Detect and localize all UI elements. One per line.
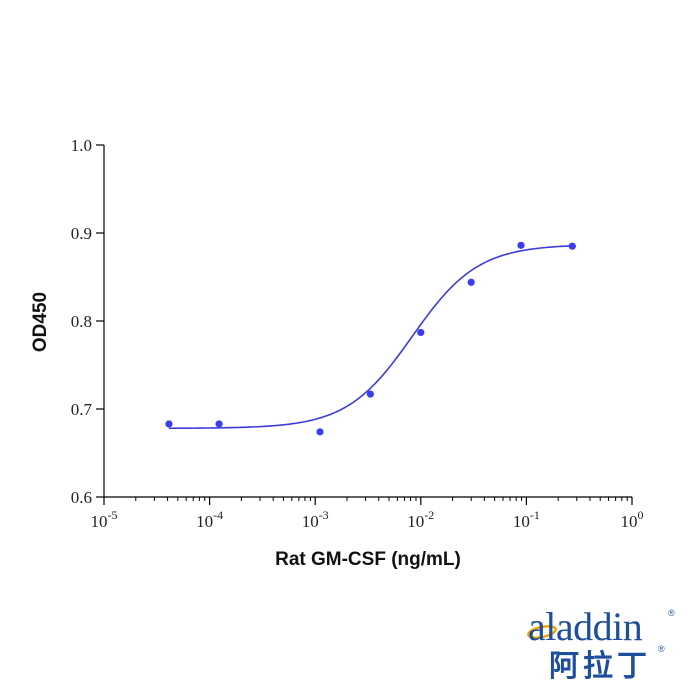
data-point [467,278,475,286]
logo-chinese-name: 阿拉丁 [549,649,651,684]
fit-curve [168,245,573,430]
x-tick-label: 10-3 [302,508,329,531]
data-point [417,328,425,337]
logo-accent-swoosh [527,625,557,639]
x-axis-title: Rat GM-CSF (ng/mL) [275,549,461,570]
x-tick-label: 100 [621,508,644,531]
y-axis-title: OD450 [30,292,51,352]
data-point [568,242,576,250]
logo-registered-mark: ® [668,608,675,618]
data-point [165,420,173,428]
data-point [517,241,525,249]
x-tick-label: 10-4 [196,508,223,531]
y-axis-ticks: 0.6 0.7 0.8 0.9 1.0 [71,136,104,507]
x-axis-ticks: 10-5 10-4 10-3 10-2 10-1 100 [91,497,644,531]
y-tick-label: 0.9 [71,224,92,243]
data-point [316,428,324,436]
x-tick-label: 10-1 [513,508,540,531]
y-tick-label: 0.8 [71,312,92,331]
data-point [366,390,374,398]
x-tick-label: 10-5 [91,508,118,531]
y-tick-label: 0.6 [71,488,92,507]
y-tick-label: 0.7 [71,400,93,419]
data-points [165,241,576,436]
logo-registered-mark-cn: ® [658,644,665,654]
x-tick-label: 10-2 [407,508,434,531]
logo-wordmark: aladdin [528,604,643,649]
y-tick-label: 1.0 [71,136,92,155]
data-point [215,420,223,428]
aladdin-logo: aladdin ® 阿拉丁 ® [527,604,675,684]
